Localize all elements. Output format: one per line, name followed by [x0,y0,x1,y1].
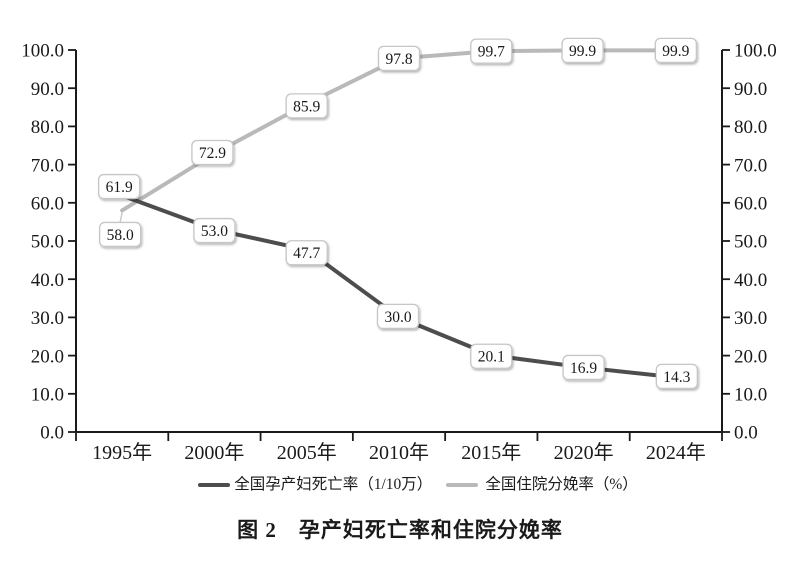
svg-text:85.9: 85.9 [293,98,320,115]
svg-text:2024年: 2024年 [646,441,706,464]
svg-text:10.0: 10.0 [31,384,64,405]
svg-text:20.1: 20.1 [478,349,505,366]
svg-text:47.7: 47.7 [293,245,320,262]
svg-text:72.9: 72.9 [199,145,226,162]
legend-swatch-hospital-delivery [446,483,479,487]
svg-text:1995年: 1995年 [92,441,152,464]
chart-canvas: 0.0 0.0 10.0 10.0 20.0 20.0 30.0 30.0 40.0 40.0 50… [21,37,777,464]
svg-text:97.8: 97.8 [385,51,412,68]
svg-text:58.0: 58.0 [107,227,134,244]
svg-text:30.0: 30.0 [31,308,64,329]
chart-legend: 全国孕产妇死亡率（1/10万） 全国住院分娩率（%） [0,473,800,497]
svg-text:2010年: 2010年 [369,441,429,464]
svg-text:99.7: 99.7 [478,44,505,61]
svg-text:2000年: 2000年 [184,441,244,464]
svg-text:30.0: 30.0 [734,308,767,329]
svg-text:2005年: 2005年 [277,441,337,464]
svg-text:30.0: 30.0 [384,309,411,326]
svg-text:99.9: 99.9 [662,43,689,60]
legend-swatch-maternal-mortality [198,483,231,487]
svg-text:90.0: 90.0 [734,79,767,100]
svg-text:0.0: 0.0 [40,423,64,444]
svg-text:90.0: 90.0 [31,79,64,100]
svg-text:2020年: 2020年 [554,441,614,464]
svg-text:60.0: 60.0 [31,193,64,214]
svg-text:80.0: 80.0 [734,117,767,138]
svg-text:61.9: 61.9 [106,179,133,196]
svg-text:2015年: 2015年 [461,441,521,464]
svg-text:60.0: 60.0 [734,193,767,214]
svg-text:100.0: 100.0 [21,41,64,62]
svg-text:99.9: 99.9 [569,43,596,60]
svg-text:10.0: 10.0 [734,384,767,405]
svg-text:14.3: 14.3 [663,369,690,386]
svg-text:80.0: 80.0 [31,117,64,138]
svg-text:40.0: 40.0 [31,270,64,291]
legend-label-hospital-delivery: 全国住院分娩率（%） [485,476,638,493]
svg-text:20.0: 20.0 [31,346,64,367]
svg-text:0.0: 0.0 [734,423,758,444]
legend-label-maternal-mortality: 全国孕产妇死亡率（1/10万） [234,476,433,493]
svg-text:16.9: 16.9 [570,360,597,377]
svg-text:70.0: 70.0 [31,155,64,176]
svg-text:50.0: 50.0 [734,232,767,253]
svg-text:50.0: 50.0 [31,232,64,253]
svg-text:70.0: 70.0 [734,155,767,176]
svg-text:40.0: 40.0 [734,270,767,291]
svg-text:100.0: 100.0 [734,41,777,62]
svg-text:20.0: 20.0 [734,346,767,367]
figure-caption: 图 2 孕产妇死亡率和住院分娩率 [237,518,563,542]
svg-text:53.0: 53.0 [201,223,228,240]
